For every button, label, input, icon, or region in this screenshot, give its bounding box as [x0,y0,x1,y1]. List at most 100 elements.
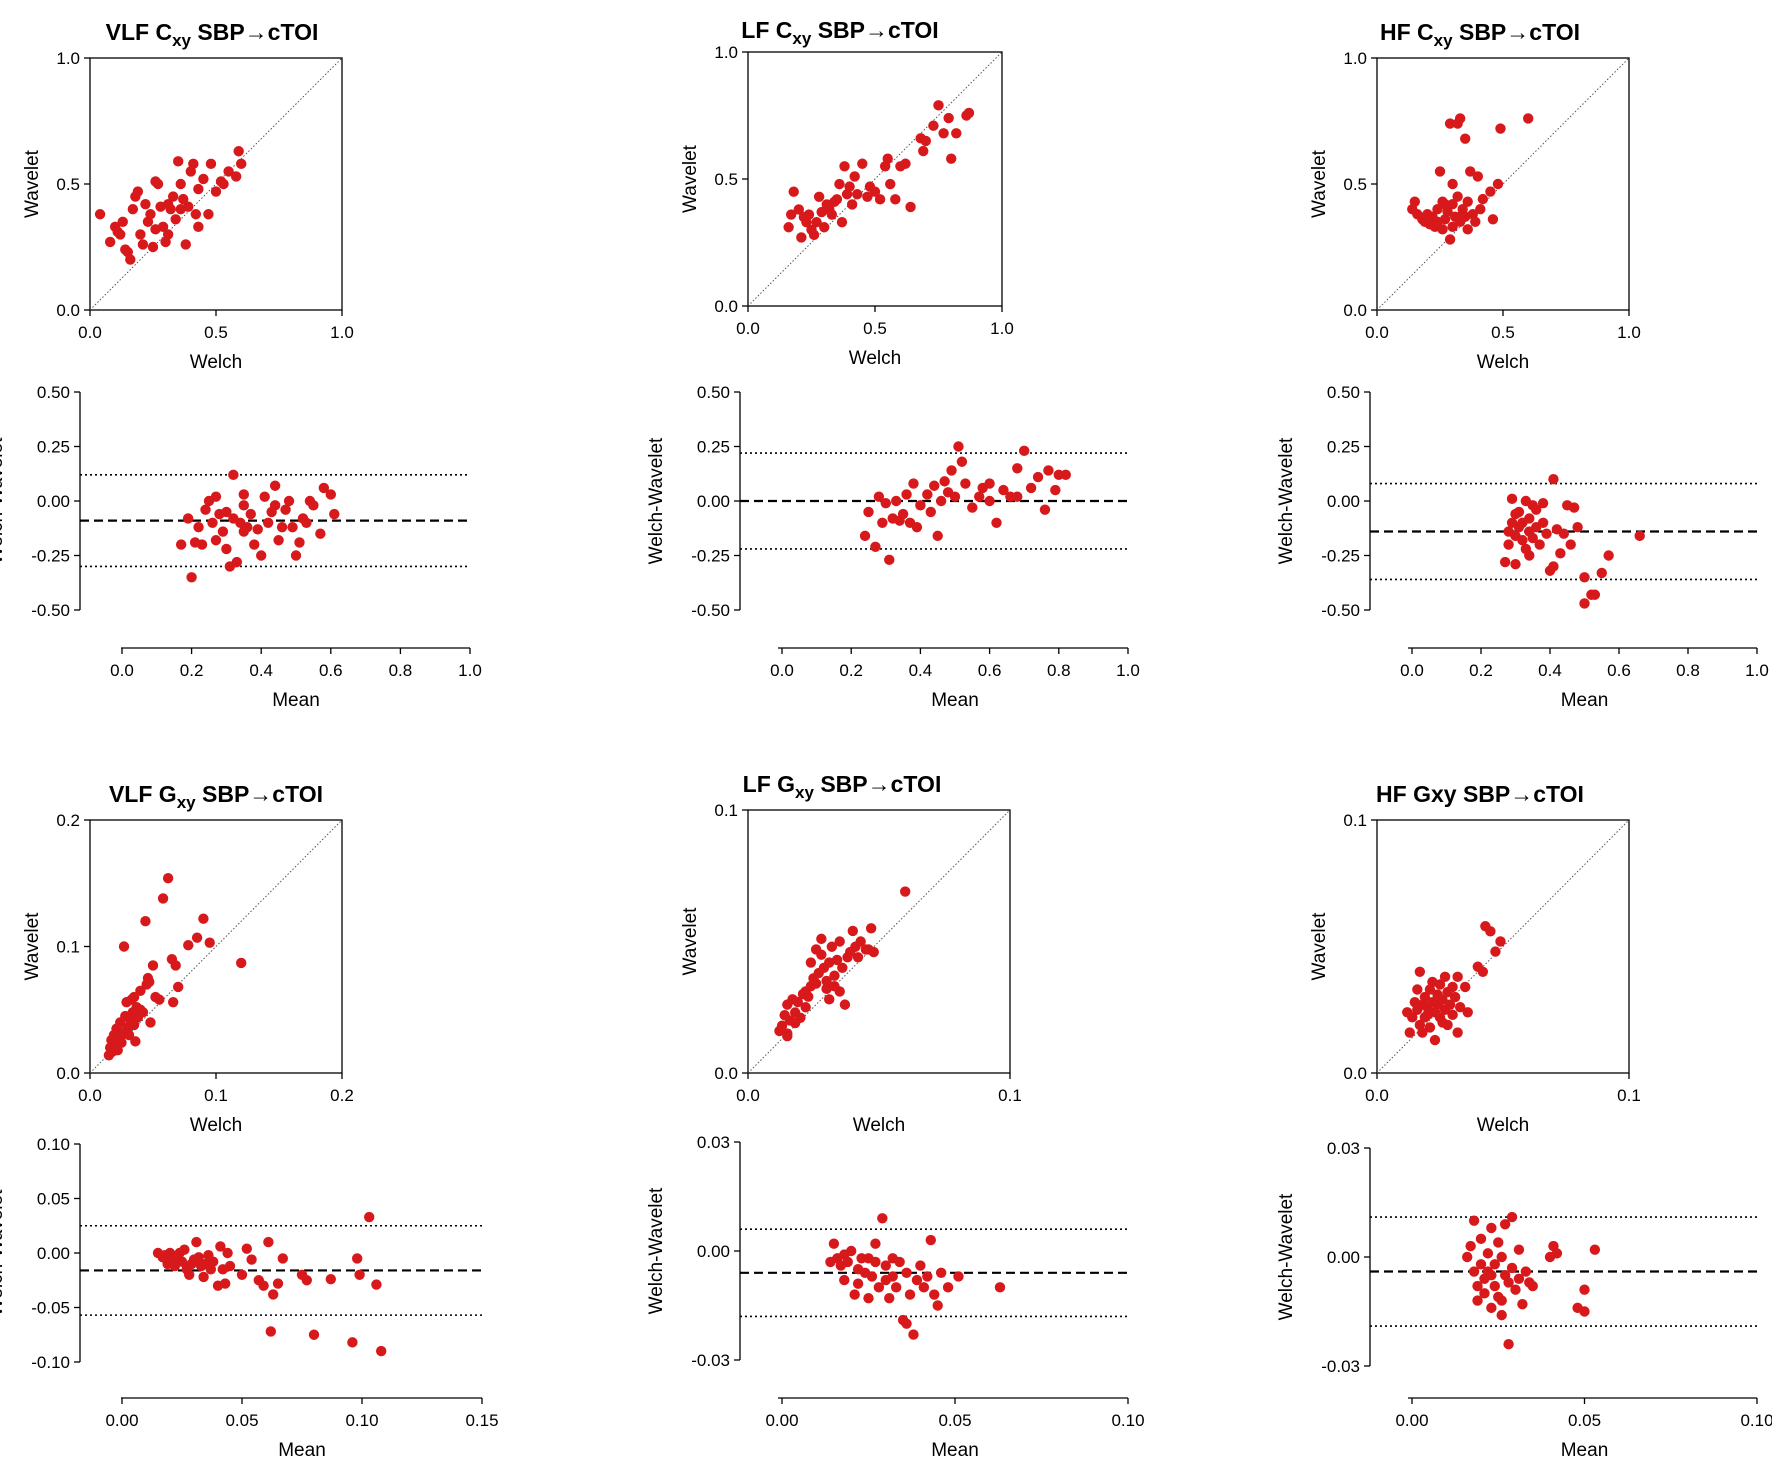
y-tick-label: 0.00 [1327,492,1360,511]
x-tick-label: 0.8 [389,661,413,680]
bland-altman-point [911,521,923,533]
y-tick-label: 0.05 [37,1190,70,1209]
scatter-point [805,957,817,968]
y-tick-label: 0.50 [37,383,70,402]
scatter-point [132,186,144,197]
bland-altman-point [960,478,971,489]
bland-altman-point [946,465,957,476]
y-tick-label: 0.03 [1327,1139,1360,1158]
bland-altman-point [1486,1302,1497,1314]
bland-altman-point [1537,517,1549,528]
bland-altman-point [1503,539,1514,550]
bland-altman-point [1499,556,1511,568]
scatter-point [852,189,863,200]
scatter-point [178,193,189,205]
scatter-point [792,996,803,1008]
scatter-point [819,222,830,233]
x-tick-label: 0.0 [78,323,102,342]
bland-altman-point [1479,1288,1490,1299]
scatter-point [1434,979,1446,990]
bland-altman-point [873,491,885,502]
x-tick-label: 0.15 [465,1411,498,1430]
scatter-point [837,962,848,973]
bland-altman-point [828,1238,840,1249]
scatter-point [157,221,169,233]
x-tick-label: 0.2 [180,661,204,680]
scatter-point [1485,926,1496,937]
title-subscript: xy [792,29,811,48]
bland-altman-point [859,530,871,542]
scatter-point [140,198,151,210]
bland-altman-point [974,491,985,502]
x-tick-label: 0.1 [204,1086,228,1105]
identity-line [747,809,1011,1074]
scatter-point [1449,991,1461,1003]
scatter-point [938,128,949,139]
y-tick-label: 0.50 [1327,383,1360,402]
bland-altman-point [866,1271,878,1282]
scatter-point [145,209,156,220]
bland-altman-plot: -0.10 -0.05 0.00 0.05 0.10 Welch-Wavelet 0.00 0… [0,1135,499,1461]
bland-altman-point [1513,1244,1525,1255]
bland-altman-point [1558,528,1570,539]
title-subscript: xy [795,783,814,802]
bland-altman-point [1534,539,1545,550]
y-tick-label: 0.25 [37,438,70,457]
bland-altman-point [1603,550,1614,561]
scatter-point [1432,204,1443,215]
scatter-point [834,986,845,997]
scatter-plot: 0.0 0.1 0.0 0.1 Welch Wavelet [1309,811,1641,1136]
y-axis-label: Welch-Wavelet [1276,1193,1297,1320]
scatter-point [1437,994,1448,1005]
y-tick-label: 0.5 [714,170,738,189]
bland-altman-point [1510,508,1521,520]
bland-altman-point [258,1280,269,1291]
y-tick-label: 0.0 [56,1064,80,1083]
scatter-point [210,186,222,197]
scatter-point [1404,1027,1415,1038]
bland-altman-point [956,456,968,467]
bland-altman-point [884,554,895,566]
scatter-point [882,153,893,164]
panel-vlf-cxy: VLF Cxy SBP→cTOI 0.0 0.5 1.0 0.0 0.5 1.0 Welch W… [0,19,482,711]
bland-altman-point [221,506,232,518]
scatter-point [170,214,181,225]
scatter-point [826,941,838,952]
y-tick-label: 0.0 [1343,301,1367,320]
scatter-point [123,1029,135,1041]
bland-altman-point [1506,1262,1518,1274]
title-rest: SBP→cTOI [811,17,938,43]
scatter-point [223,166,234,177]
panel-vlf-gxy: VLF Gxy SBP→cTOI 0.0 0.1 0.2 0.0 0.1 0.2 Welch W… [0,781,499,1461]
bland-altman-point [294,537,305,548]
y-tick-label: 0.1 [1343,811,1367,830]
scatter-point [188,158,199,170]
bland-altman-point [897,508,909,520]
bland-altman-point [297,513,309,524]
x-tick-label: 1.0 [1116,661,1140,680]
bland-altman-plot: -0.03 0.00 0.03 Welch-Wavelet 0.00 0.05 0.10 Me… [1276,1139,1772,1461]
y-tick-label: 0.00 [697,492,730,511]
scatter-point [1432,216,1443,227]
bland-altman-point [222,1247,233,1259]
bland-altman-point [207,517,218,528]
scatter-point [849,171,860,182]
scatter-point [900,158,911,169]
y-tick-label: 0.03 [697,1133,730,1152]
scatter-point [1417,1027,1428,1038]
bland-altman-point [184,1269,195,1281]
scatter-point [147,241,159,253]
scatter-point [839,999,851,1010]
bland-altman-point [1503,1277,1514,1288]
scatter-point [865,923,877,934]
bland-altman-point [1039,504,1051,515]
bland-altman-point [318,482,330,494]
identity-line [89,57,343,311]
bland-altman-point [238,500,249,511]
bland-altman-point [908,478,919,489]
scatter-point [1523,113,1534,124]
scatter-point [1477,193,1489,205]
title-rest: SBP→cTOI [196,781,323,807]
scatter-point [137,239,149,250]
scatter-point [154,994,165,1005]
